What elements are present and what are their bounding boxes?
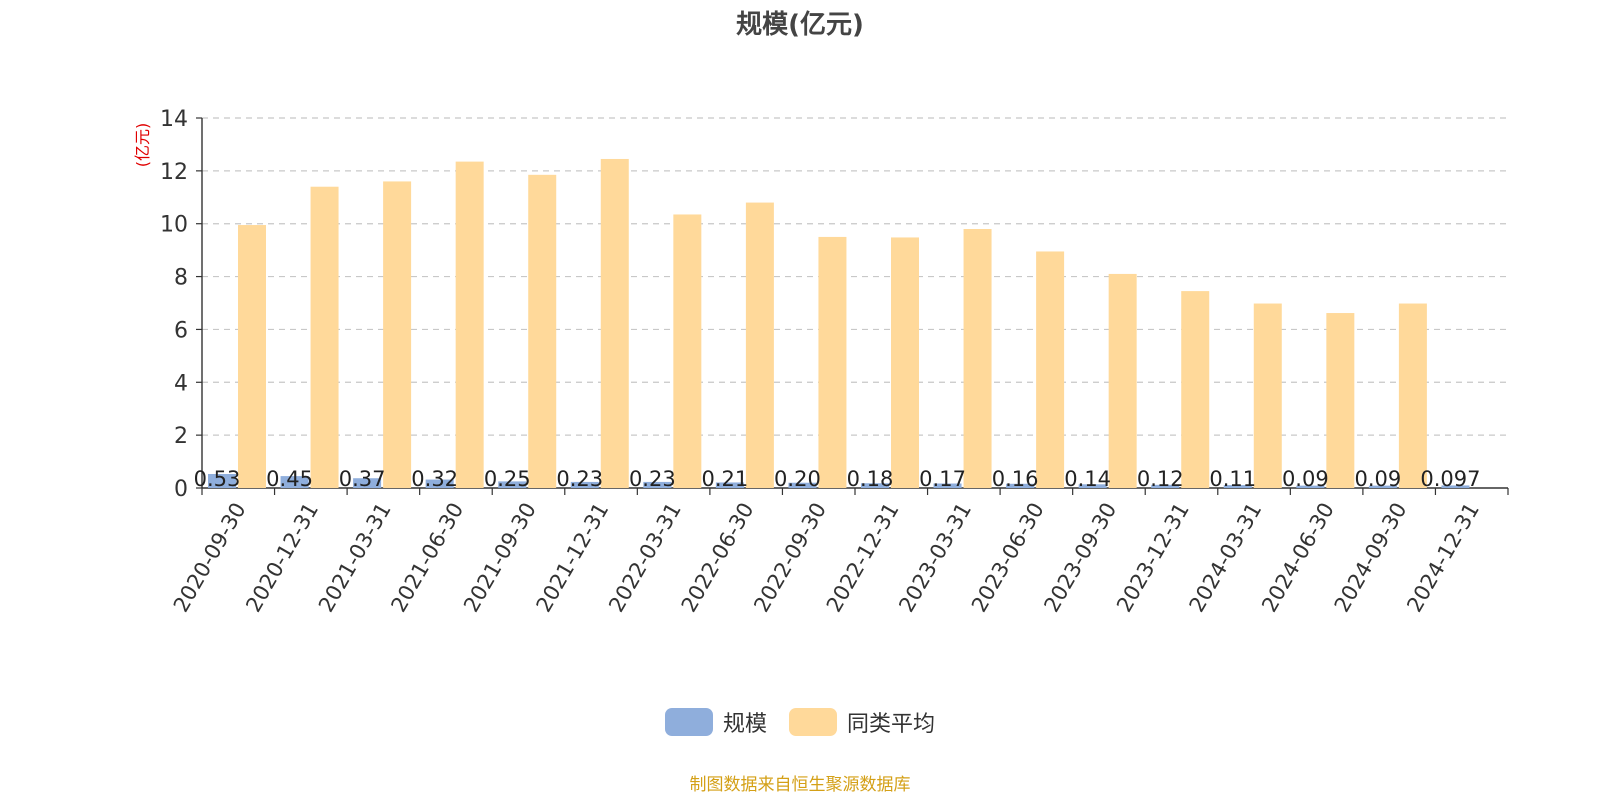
bar-series2 bbox=[600, 158, 629, 488]
data-label-series1: 0.45 bbox=[266, 467, 313, 491]
data-label-series1: 0.09 bbox=[1282, 467, 1329, 491]
legend-swatch-series2 bbox=[789, 708, 837, 736]
bar-series1 bbox=[643, 481, 672, 488]
bar-series2 bbox=[238, 225, 266, 489]
y-tick-label: 6 bbox=[174, 318, 188, 343]
legend-item-series1[interactable]: 规模 bbox=[664, 706, 767, 738]
bar-series1 bbox=[425, 479, 454, 488]
bar-series1 bbox=[933, 483, 962, 488]
bar-series2 bbox=[528, 174, 557, 489]
bar-series2 bbox=[1398, 303, 1427, 488]
bar-series2 bbox=[1181, 291, 1210, 488]
x-tick-label: 2020-09-30 bbox=[169, 499, 251, 617]
bar-series1 bbox=[1223, 485, 1252, 488]
bar-series2 bbox=[891, 237, 919, 488]
bar-series2 bbox=[673, 214, 702, 488]
legend-swatch-series1 bbox=[664, 708, 713, 736]
y-tick-label: 2 bbox=[174, 424, 188, 449]
x-tick-label: 2024-06-30 bbox=[1257, 499, 1339, 617]
data-label-series1: 0.32 bbox=[411, 467, 458, 491]
y-tick-label: 0 bbox=[174, 477, 188, 502]
chart-plot: 02468101214(亿元)2020-09-302020-12-312021-… bbox=[133, 107, 1509, 617]
x-tick-label: 2020-12-31 bbox=[241, 499, 323, 617]
x-tick-label: 2024-03-31 bbox=[1185, 499, 1267, 617]
y-tick-label: 10 bbox=[160, 213, 188, 238]
x-tick-label: 2024-12-31 bbox=[1402, 499, 1484, 617]
bar-series2 bbox=[383, 181, 412, 488]
bar-series1 bbox=[861, 483, 889, 488]
bar-series1 bbox=[353, 478, 382, 488]
bar-series2 bbox=[1253, 303, 1282, 488]
bar-series2 bbox=[745, 202, 774, 489]
bar-series1 bbox=[280, 476, 309, 488]
bar-series1 bbox=[208, 473, 236, 488]
x-tick-label: 2021-06-30 bbox=[386, 499, 468, 617]
bar-series1 bbox=[1368, 485, 1397, 488]
bar-series1 bbox=[1441, 485, 1470, 488]
x-tick-label: 2024-09-30 bbox=[1330, 499, 1412, 617]
bar-series1 bbox=[788, 482, 817, 488]
y-axis-unit-label: (亿元) bbox=[133, 123, 152, 168]
bar-series2 bbox=[1108, 273, 1137, 488]
x-tick-label: 2022-03-31 bbox=[604, 499, 686, 617]
data-label-series1: 0.23 bbox=[629, 467, 676, 491]
legend-item-series2[interactable]: 同类平均 bbox=[789, 706, 935, 738]
x-tick-label: 2023-12-31 bbox=[1112, 499, 1194, 617]
bar-series1 bbox=[715, 482, 744, 488]
data-label-series1: 0.09 bbox=[1355, 467, 1402, 491]
data-label-series1: 0.14 bbox=[1064, 467, 1111, 491]
data-label-series1: 0.37 bbox=[339, 467, 386, 491]
data-label-series1: 0.097 bbox=[1420, 467, 1480, 491]
bar-series2 bbox=[310, 186, 339, 488]
data-label-series1: 0.16 bbox=[992, 467, 1039, 491]
x-tick-label: 2023-09-30 bbox=[1039, 499, 1121, 617]
data-label-series1: 0.53 bbox=[194, 467, 241, 491]
data-label-series1: 0.20 bbox=[774, 467, 821, 491]
data-label-series1: 0.25 bbox=[484, 467, 531, 491]
bar-series1 bbox=[498, 481, 527, 488]
bar-series1 bbox=[1078, 484, 1107, 488]
data-label-series1: 0.18 bbox=[847, 467, 894, 491]
legend: 规模 同类平均 bbox=[0, 706, 1600, 738]
data-label-series1: 0.23 bbox=[556, 467, 603, 491]
bar-series2 bbox=[1326, 313, 1355, 488]
legend-label-series1: 规模 bbox=[722, 712, 767, 737]
bar-series1 bbox=[1151, 484, 1180, 488]
x-tick-label: 2022-12-31 bbox=[822, 499, 904, 617]
y-tick-label: 14 bbox=[160, 107, 188, 132]
bar-series2 bbox=[455, 161, 484, 488]
x-tick-label: 2022-09-30 bbox=[749, 499, 831, 617]
x-tick-label: 2023-03-31 bbox=[894, 499, 976, 617]
bar-series2 bbox=[963, 229, 992, 488]
bar-series1 bbox=[1006, 483, 1035, 488]
data-label-series1: 0.21 bbox=[702, 467, 749, 491]
y-tick-label: 12 bbox=[160, 160, 188, 185]
data-label-series1: 0.11 bbox=[1209, 467, 1256, 491]
source-note: 制图数据来自恒生聚源数据库 bbox=[689, 775, 911, 795]
y-tick-label: 8 bbox=[174, 266, 188, 291]
data-label-series1: 0.17 bbox=[919, 467, 966, 491]
x-tick-label: 2022-06-30 bbox=[677, 499, 759, 617]
bar-series1 bbox=[1296, 485, 1325, 488]
bar-series1 bbox=[570, 481, 599, 488]
x-tick-label: 2021-03-31 bbox=[314, 499, 396, 617]
x-tick-label: 2021-09-30 bbox=[459, 499, 541, 617]
x-tick-label: 2023-06-30 bbox=[967, 499, 1049, 617]
legend-label-series2: 同类平均 bbox=[847, 712, 936, 737]
y-tick-label: 4 bbox=[174, 371, 188, 396]
bar-series2 bbox=[1036, 251, 1065, 488]
bar-series2 bbox=[818, 236, 847, 488]
chart-title: 规模(亿元) bbox=[736, 10, 864, 40]
x-tick-label: 2021-12-31 bbox=[532, 499, 614, 617]
data-label-series1: 0.12 bbox=[1137, 467, 1184, 491]
